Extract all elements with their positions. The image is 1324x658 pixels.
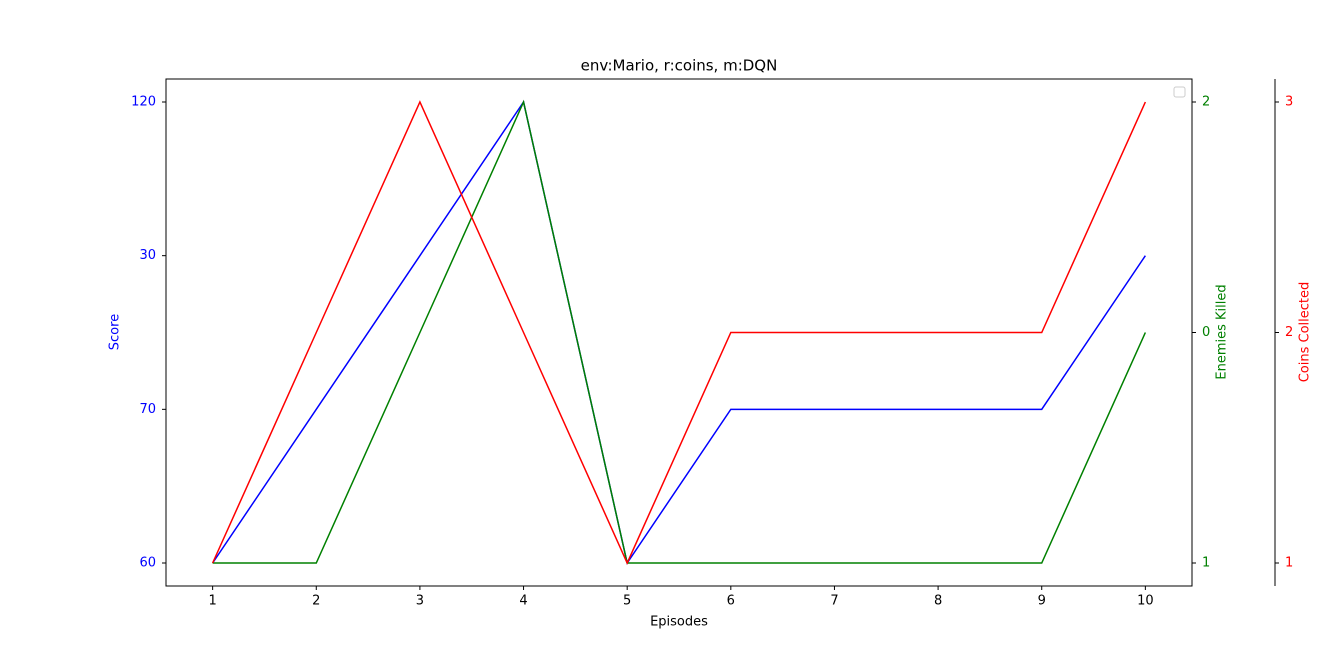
line-series <box>212 100 1146 565</box>
y-tick-label: 2 <box>1202 95 1210 110</box>
x-tick-label: 6 <box>727 594 735 609</box>
y-axis-label: Score <box>108 314 123 350</box>
x-tick-label: 7 <box>830 594 838 609</box>
line-series <box>211 100 1147 565</box>
x-tick-label: 9 <box>1038 594 1046 609</box>
x-axis-label: Episodes <box>650 615 708 630</box>
x-tick-label: 1 <box>208 594 216 609</box>
y-tick-label: 70 <box>139 402 156 417</box>
x-tick-label: 2 <box>312 594 320 609</box>
x-tick-label: 3 <box>416 594 424 609</box>
legend <box>1173 86 1186 98</box>
y-tick-label: 3 <box>1285 95 1293 110</box>
x-tick-label: 8 <box>934 594 942 609</box>
line-series <box>212 99 1147 564</box>
y-tick-label: 120 <box>131 95 156 110</box>
y-tick-label: 2 <box>1285 325 1293 340</box>
y-tick-label: 60 <box>139 556 156 571</box>
y-axis-label: Enemies Killed <box>1215 284 1230 379</box>
y-axis-label: Coins Collected <box>1298 282 1313 383</box>
y-tick-label: 1 <box>1285 556 1293 571</box>
x-tick-label: 5 <box>623 594 631 609</box>
y-tick-label: 0 <box>1202 325 1210 340</box>
y-tick-label: 30 <box>139 248 156 263</box>
x-tick-label: 4 <box>519 594 527 609</box>
chart-title: env:Mario, r:coins, m:DQN <box>581 57 778 75</box>
x-tick-label: 10 <box>1137 594 1154 609</box>
y-tick-label: 1 <box>1202 556 1210 571</box>
